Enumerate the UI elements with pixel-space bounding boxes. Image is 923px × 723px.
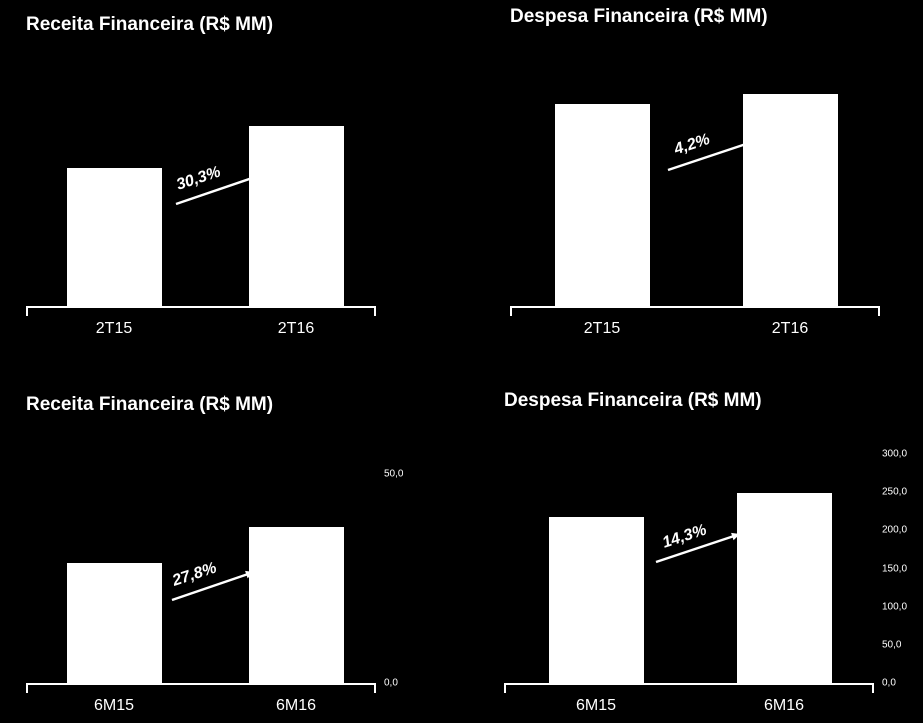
chart-title: Despesa Financeira (R$ MM) [504, 390, 923, 412]
x-axis [510, 306, 880, 308]
growth-arrow-icon [650, 528, 746, 568]
y-axis-right [872, 683, 874, 693]
growth-arrow-icon [170, 170, 264, 210]
x-category-label: 2T15 [584, 320, 620, 338]
y-tick-label: 250,0 [882, 487, 907, 498]
bar-2t16 [249, 126, 344, 306]
y-tick-label: 150,0 [882, 563, 907, 574]
bar-6m16 [737, 493, 832, 683]
x-category-label: 6M15 [94, 697, 134, 715]
x-axis [26, 306, 376, 308]
chart-plot-area: 27,8% 6M15 6M16 50,0 0,0 [26, 458, 376, 683]
chart-despesa-2t: Despesa Financeira (R$ MM) 4,2% 2T15 2T1… [510, 6, 910, 326]
chart-title: Despesa Financeira (R$ MM) [510, 6, 910, 28]
y-axis-right [878, 306, 880, 316]
y-tick-label: 0,0 [384, 678, 398, 689]
x-category-label: 6M16 [276, 697, 316, 715]
x-category-label: 2T16 [278, 320, 314, 338]
y-tick-label: 50,0 [882, 639, 901, 650]
chart-title: Receita Financeira (R$ MM) [26, 14, 396, 36]
y-axis-right [374, 683, 376, 693]
x-category-label: 6M16 [764, 697, 804, 715]
x-category-label: 6M15 [576, 697, 616, 715]
bar-2t15 [555, 104, 650, 306]
growth-arrow-icon [166, 566, 260, 606]
bar-6m16 [249, 527, 344, 683]
y-tick-label: 50,0 [384, 468, 403, 479]
x-category-label: 2T15 [96, 320, 132, 338]
x-category-label: 2T16 [772, 320, 808, 338]
y-axis-left [26, 306, 28, 316]
growth-arrow-icon [662, 136, 758, 176]
y-axis-left [510, 306, 512, 316]
bar-6m15 [549, 517, 644, 683]
chart-plot-area: 4,2% 2T15 2T16 [510, 70, 880, 306]
bar-6m15 [67, 563, 162, 683]
y-tick-label: 100,0 [882, 601, 907, 612]
chart-receita-6m: Receita Financeira (R$ MM) 27,8% 6M15 6M… [26, 394, 436, 714]
x-axis [504, 683, 874, 685]
bar-2t15 [67, 168, 162, 306]
y-tick-label: 200,0 [882, 525, 907, 536]
y-axis-left [26, 683, 28, 693]
bar-2t16 [743, 94, 838, 306]
chart-plot-area: 30,3% 2T15 2T16 [26, 78, 376, 306]
chart-despesa-6m: Despesa Financeira (R$ MM) 14,3% 6M15 6M… [504, 390, 923, 710]
y-tick-label: 300,0 [882, 449, 907, 460]
x-axis [26, 683, 376, 685]
y-tick-label: 0,0 [882, 678, 896, 689]
y-axis-right [374, 306, 376, 316]
chart-title: Receita Financeira (R$ MM) [26, 394, 436, 416]
chart-receita-2t: Receita Financeira (R$ MM) 30,3% 2T15 2T… [26, 14, 396, 334]
y-axis-left [504, 683, 506, 693]
chart-plot-area: 14,3% 6M15 6M16 300,0 250,0 200,0 150,0 … [504, 454, 874, 683]
